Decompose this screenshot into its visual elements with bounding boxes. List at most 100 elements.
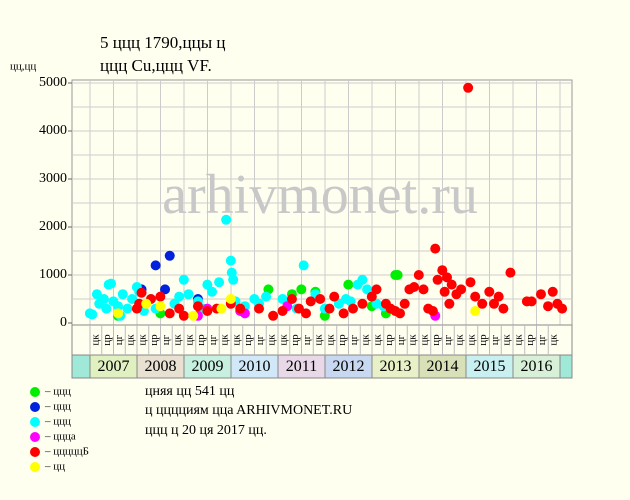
legend-swatch	[30, 432, 40, 442]
y-tick-label: 0	[60, 315, 67, 330]
note: ццц ц 20 ця 2017 цц.	[145, 423, 267, 438]
axis: 0 1000 2000 3000 4000 5000 2007 2008 2009 2010 201…	[39, 75, 573, 379]
x-tick-label: цк	[371, 334, 383, 346]
point	[214, 277, 225, 288]
y-tick-label: 3000	[39, 171, 67, 186]
point	[493, 291, 504, 302]
point	[87, 309, 98, 320]
x-tick-label: цг	[442, 334, 454, 345]
point	[329, 291, 340, 302]
legend-label: – цц	[44, 461, 65, 473]
point	[442, 272, 452, 283]
point	[225, 294, 236, 304]
legend-label: – цццццБ	[44, 446, 89, 458]
point	[526, 296, 537, 307]
x-tick-label: цк	[230, 334, 242, 346]
point	[202, 306, 213, 316]
point	[392, 270, 403, 280]
point	[164, 308, 175, 319]
point	[319, 310, 330, 321]
x-tick-label: цк	[266, 334, 278, 346]
x-tick-label: цг	[301, 334, 313, 345]
x-tick-label: цр	[148, 334, 160, 346]
year-label: 2012	[333, 358, 365, 375]
x-tick-label: цр	[336, 334, 348, 346]
watermark: arhivmonet.ru	[162, 164, 478, 226]
x-tick-label: цк	[407, 334, 419, 346]
point	[254, 303, 265, 314]
y-axis-label: цц,цц	[10, 61, 36, 73]
point	[463, 82, 474, 93]
point	[228, 274, 239, 285]
x-tick-label: цг	[254, 334, 266, 345]
point	[101, 303, 112, 314]
legend-swatch	[30, 462, 40, 472]
point	[505, 267, 516, 278]
point	[98, 294, 109, 304]
point	[338, 308, 349, 319]
year-label: 2008	[145, 358, 177, 375]
point	[207, 286, 218, 297]
x-tick-label: цг	[536, 334, 548, 345]
legend-swatch	[30, 402, 40, 412]
point	[113, 308, 124, 319]
x-tick-label: цк	[512, 334, 524, 346]
point	[296, 284, 307, 295]
x-tick-label: цк	[219, 334, 231, 346]
point	[413, 270, 424, 280]
point	[183, 289, 194, 300]
x-tick-label: цг	[113, 334, 125, 345]
point	[293, 303, 304, 314]
point	[362, 284, 373, 295]
point	[160, 284, 171, 295]
x-tick-label: цк	[465, 334, 477, 346]
point	[557, 303, 568, 314]
x-tick-label: цк	[454, 334, 466, 346]
x-tick-label: цр	[289, 334, 301, 346]
point	[122, 303, 133, 314]
point	[371, 284, 382, 295]
x-tick-label: цк	[360, 334, 372, 346]
point	[439, 286, 450, 297]
point	[136, 287, 147, 298]
x-tick-label: цр	[101, 334, 113, 346]
legend-swatch	[30, 447, 40, 457]
note: ц цццциям ццa ARHIVMONET.RU	[145, 403, 352, 418]
legend-label: – ццца	[44, 431, 76, 443]
x-tick-label: цк	[125, 334, 137, 346]
point	[444, 298, 455, 309]
x-tick-label: цк	[183, 334, 195, 346]
point	[301, 308, 312, 319]
point	[188, 310, 199, 321]
legend-swatch	[30, 387, 40, 397]
legend-swatch	[30, 417, 40, 427]
point	[430, 243, 441, 254]
x-tick-label: цг	[489, 334, 501, 345]
axis-pad	[71, 354, 91, 379]
point	[277, 294, 288, 304]
point	[465, 277, 476, 288]
point	[216, 303, 227, 314]
year-label: 2014	[427, 358, 459, 375]
x-tick-label: цг	[395, 334, 407, 345]
chart-title: 5 ццц 1790,ццы ц	[100, 33, 226, 52]
marks	[84, 82, 568, 321]
point	[315, 294, 326, 304]
point	[225, 255, 236, 266]
x-tick-label: цк	[548, 334, 560, 346]
point	[543, 301, 554, 312]
point	[134, 298, 145, 309]
point	[343, 279, 354, 290]
legend-label: – ццц	[44, 401, 71, 413]
x-tick-label: цр	[242, 334, 254, 346]
point	[477, 298, 488, 309]
year-label: 2009	[192, 358, 224, 375]
point	[470, 291, 481, 302]
point	[348, 303, 359, 314]
point	[106, 278, 117, 289]
point	[155, 291, 166, 302]
y-tick-label: 4000	[39, 123, 67, 138]
legend-label: – ццц	[44, 386, 71, 398]
y-tick-label: 5000	[39, 75, 67, 90]
